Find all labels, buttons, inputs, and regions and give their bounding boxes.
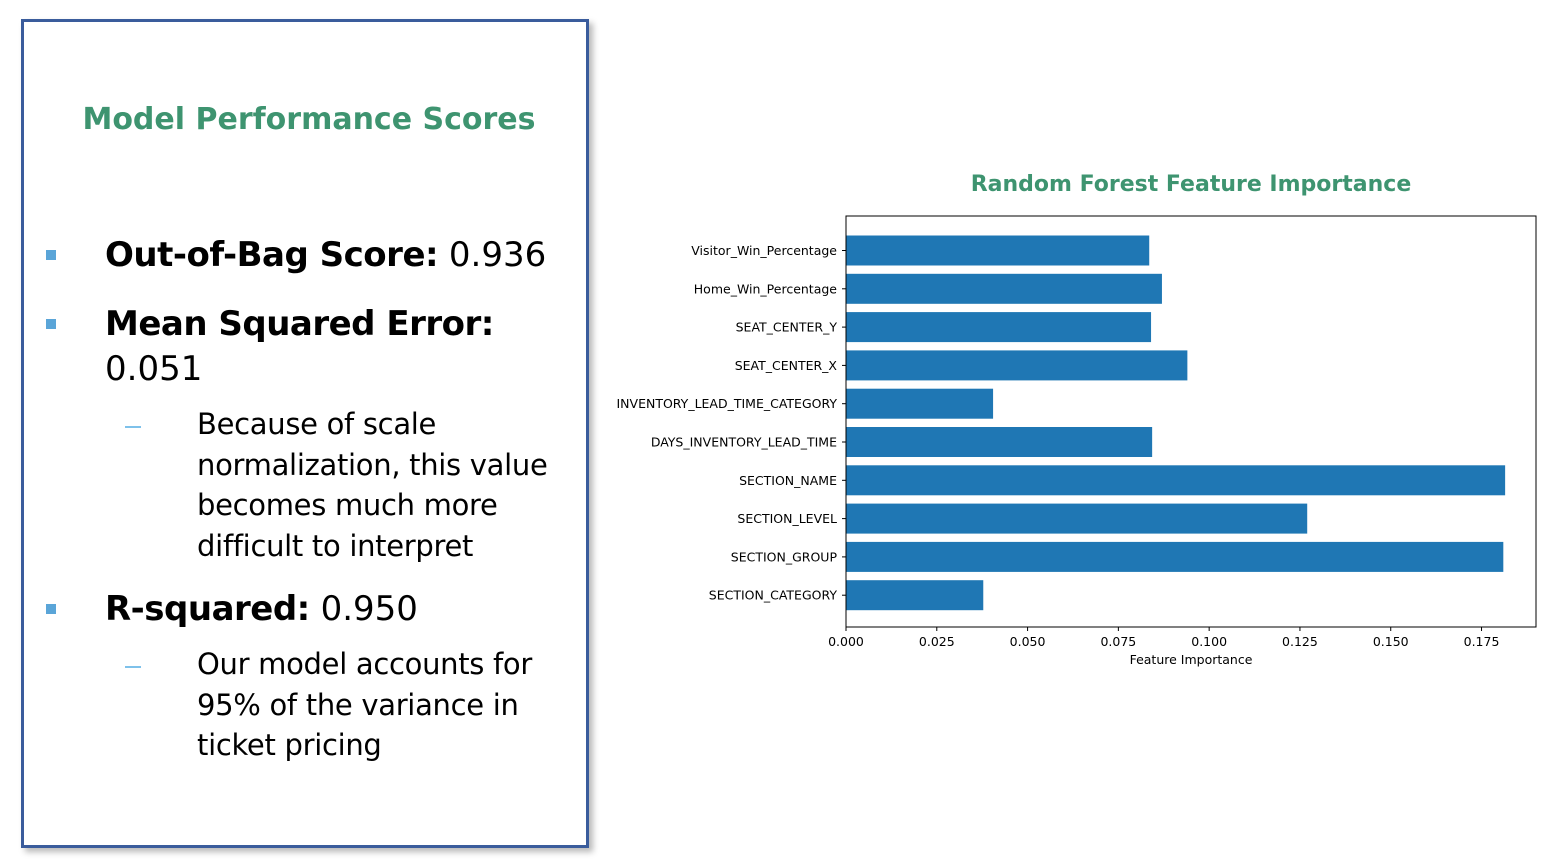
bar-section-name: [846, 465, 1506, 496]
x-tick-label: 0.150: [1373, 634, 1409, 649]
oob-score-value: 0.936: [438, 235, 547, 275]
bar-seat-center-y: [846, 312, 1152, 343]
chart-title: Random Forest Feature Importance: [970, 172, 1412, 197]
y-tick-label: SECTION_GROUP: [731, 549, 838, 564]
bar-seat-center-x: [846, 350, 1188, 381]
mse-label-line: Mean Squared Error:: [105, 301, 494, 347]
dash-icon: [125, 666, 141, 668]
bullet-square-icon: [46, 250, 56, 260]
r2-note: Our model accounts for 95% of the varian…: [197, 644, 597, 766]
dash-icon: [125, 426, 141, 428]
scores-panel: Model Performance Scores Out-of-Bag Scor…: [21, 19, 589, 848]
bar-inventory-lead-time-category: [846, 388, 994, 419]
r2-value: 0.950: [309, 589, 418, 629]
y-tick-label: INVENTORY_LEAD_TIME_CATEGORY: [616, 396, 837, 411]
mse-label: Mean Squared Error:: [105, 304, 494, 344]
y-tick-label: SEAT_CENTER_X: [735, 358, 838, 373]
r2-line: R-squared: 0.950: [105, 586, 418, 632]
bar-days-inventory-lead-time: [846, 427, 1153, 457]
y-tick-label: SECTION_CATEGORY: [709, 588, 838, 603]
r2-note-line: Our model accounts for: [197, 647, 532, 681]
y-tick-label: DAYS_INVENTORY_LEAD_TIME: [651, 435, 837, 450]
y-tick-label: SECTION_NAME: [739, 473, 837, 488]
mse-note-line: Because of scale: [197, 407, 437, 441]
bar-section-group: [846, 541, 1504, 572]
x-tick-label: 0.025: [919, 634, 955, 649]
r2-note-line: 95% of the variance in: [197, 687, 519, 722]
y-tick-label: Visitor_Win_Percentage: [691, 243, 837, 258]
bullet-square-icon: [46, 319, 56, 329]
oob-score-line: Out-of-Bag Score: 0.936: [105, 232, 546, 278]
x-tick-label: 0.100: [1191, 634, 1227, 649]
mse-note-line: difficult to interpret: [197, 528, 474, 563]
mse-note-line: normalization, this value: [197, 447, 548, 482]
y-tick-label: SECTION_LEVEL: [737, 511, 837, 526]
x-tick-label: 0.050: [1010, 634, 1046, 649]
mse-value-line: 0.051: [105, 346, 202, 392]
mse-note: Because of scale normalization, this val…: [197, 404, 597, 566]
y-tick-label: Home_Win_Percentage: [694, 281, 838, 296]
x-tick-label: 0.175: [1464, 634, 1500, 649]
plot-frame: [845, 215, 1537, 628]
r2-label: R-squared:: [105, 589, 310, 629]
bar-visitor-win-percentage: [846, 235, 1150, 266]
bar-home-win-percentage: [846, 273, 1162, 304]
x-tick-label: 0.125: [1282, 634, 1318, 649]
x-tick-label: 0.000: [828, 634, 864, 649]
panel-title: Model Performance Scores: [82, 102, 536, 137]
bullet-square-icon: [46, 604, 56, 614]
y-tick-label: SEAT_CENTER_Y: [736, 320, 838, 335]
x-tick-label: 0.075: [1100, 634, 1136, 649]
oob-score-label: Out-of-Bag Score:: [105, 235, 439, 275]
mse-value: 0.051: [105, 349, 203, 389]
mse-note-line: becomes much more: [197, 488, 498, 522]
bar-section-category: [846, 580, 984, 611]
x-axis-label: Feature Importance: [1130, 652, 1253, 667]
bar-section-level: [846, 503, 1308, 534]
r2-note-line: ticket pricing: [197, 728, 382, 762]
